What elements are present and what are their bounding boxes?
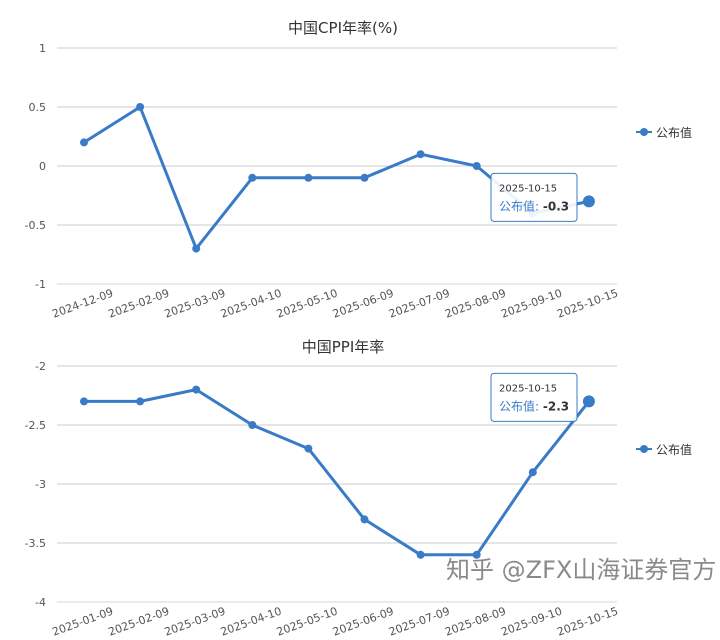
data-point (192, 385, 201, 394)
x-tick-label: 2025-05-10 (275, 287, 340, 321)
legend-label: 公布值 (656, 442, 692, 457)
chart-0: 中国CPI年率(%) 1 0.5 0 -0.5 -1 2024-12-092025-02-0… (25, 19, 692, 321)
tooltip-number: -0.3 (543, 199, 569, 213)
y-tick-label: -3.5 (25, 537, 46, 550)
y-tick-label: -4 (35, 596, 46, 609)
data-point (360, 173, 369, 182)
x-tick-label: 2025-08-09 (443, 287, 508, 321)
x-tick-label: 2025-07-09 (387, 605, 452, 639)
tooltip-number: -2.3 (543, 399, 569, 413)
data-point (248, 173, 257, 182)
x-tick-label: 2025-02-09 (107, 605, 172, 639)
data-point (136, 103, 145, 111)
y-tick-label: -3 (35, 478, 46, 491)
legend-marker-icon (640, 128, 648, 136)
legend-marker-icon (640, 445, 648, 453)
y-tick-label: 0 (39, 160, 46, 173)
tooltip-value: 公布值: -2.3 (499, 398, 569, 413)
series-line (84, 388, 591, 557)
x-tick-label: 2025-02-09 (107, 287, 172, 321)
data-point (192, 244, 201, 253)
legend-label: 公布值 (656, 125, 692, 140)
data-point (304, 444, 313, 453)
x-tick-label: 2025-05-10 (275, 605, 340, 639)
y-tick-label: -2.5 (25, 419, 46, 432)
data-point (582, 395, 595, 408)
tooltip-date: 2025-10-15 (499, 383, 557, 394)
x-tick-label: 2025-06-09 (331, 605, 396, 639)
chart-title: 中国PPI年率 (302, 338, 385, 356)
x-tick-label: 2025-01-09 (50, 605, 115, 639)
data-point (80, 397, 88, 406)
data-point (528, 468, 537, 477)
x-tick-label: 2025-04-10 (219, 287, 284, 321)
tooltip-box (490, 372, 578, 422)
y-tick-label: -2 (35, 360, 46, 373)
data-point (416, 550, 425, 559)
data-point (248, 421, 257, 429)
data-point (416, 150, 425, 159)
x-tick-label: 2025-09-10 (499, 605, 564, 639)
x-tick-label: 2025-03-09 (163, 605, 228, 639)
x-tick-label: 2025-07-09 (387, 287, 452, 321)
tooltip-box (490, 172, 578, 222)
data-point (472, 162, 481, 170)
x-tick-label: 2025-09-10 (499, 287, 564, 321)
y-tick-label: -1 (35, 278, 46, 291)
data-point (304, 173, 313, 182)
data-point (582, 195, 595, 208)
chart-1: 中国PPI年率 -2 -2.5 -3 -3.5 -4 2025-01-092025-02-0… (25, 338, 692, 639)
x-tick-label: 2024-12-09 (50, 287, 115, 321)
x-tick-label: 2025-03-09 (163, 287, 228, 321)
x-tick-label: 2025-04-10 (219, 605, 284, 639)
watermark: 知乎 @ZFX山海证券官方 (446, 556, 717, 584)
x-tick-label: 2025-06-09 (331, 287, 396, 321)
tooltip-value: 公布值: -0.3 (499, 198, 569, 213)
y-tick-label: 1 (39, 42, 46, 55)
data-point (472, 550, 481, 559)
y-tick-label: -0.5 (25, 219, 46, 232)
x-tick-label: 2025-10-15 (555, 287, 620, 321)
tooltip-label: 公布值: (499, 398, 543, 413)
data-point (80, 138, 88, 147)
chart-title: 中国CPI年率(%) (288, 19, 398, 37)
data-point (136, 397, 145, 406)
data-point (360, 515, 369, 524)
tooltip-label: 公布值: (499, 198, 543, 213)
x-tick-label: 2025-08-09 (443, 605, 508, 639)
y-tick-label: 0.5 (29, 101, 47, 114)
tooltip-date: 2025-10-15 (499, 183, 557, 194)
x-tick-label: 2025-10-15 (555, 605, 620, 639)
